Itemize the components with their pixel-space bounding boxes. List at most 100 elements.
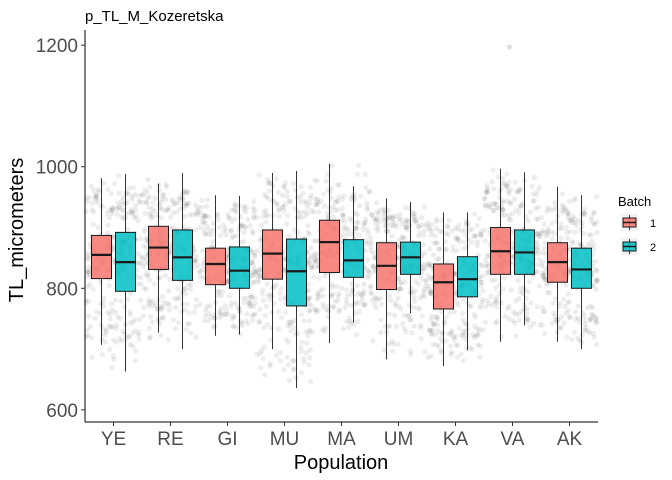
data-point xyxy=(199,197,205,203)
data-point xyxy=(246,301,252,307)
data-point xyxy=(509,240,515,246)
data-point xyxy=(515,189,521,195)
data-point xyxy=(146,211,152,217)
data-point xyxy=(454,299,460,305)
data-point xyxy=(339,211,345,218)
legend-title: Batch xyxy=(618,194,651,209)
data-point xyxy=(275,326,281,332)
data-point xyxy=(462,320,468,326)
data-point xyxy=(129,197,135,203)
data-point xyxy=(557,225,563,231)
data-point xyxy=(573,195,579,202)
data-point xyxy=(516,188,523,194)
data-point xyxy=(315,196,321,202)
data-point xyxy=(440,330,446,336)
data-point xyxy=(545,225,551,232)
data-point xyxy=(580,310,586,316)
data-point xyxy=(508,187,514,193)
data-point xyxy=(116,190,122,196)
data-point xyxy=(448,330,455,336)
data-point xyxy=(434,240,440,246)
data-point xyxy=(474,326,480,332)
data-point xyxy=(418,336,424,342)
data-point xyxy=(579,332,585,338)
data-point xyxy=(354,212,360,218)
data-point xyxy=(517,202,524,208)
data-point xyxy=(540,305,546,311)
data-point xyxy=(472,233,478,239)
data-point xyxy=(453,342,459,348)
data-point xyxy=(365,257,371,263)
data-point xyxy=(581,206,588,212)
data-point xyxy=(284,188,290,194)
data-point xyxy=(217,310,223,316)
data-point xyxy=(194,208,201,214)
data-point xyxy=(547,206,553,213)
data-point xyxy=(326,303,332,309)
data-point xyxy=(221,311,227,317)
data-point xyxy=(357,203,363,209)
data-point xyxy=(215,216,221,222)
data-point xyxy=(260,287,266,293)
data-point xyxy=(478,302,484,308)
data-point xyxy=(478,279,485,285)
data-point xyxy=(316,209,322,215)
data-point xyxy=(162,272,168,279)
data-point xyxy=(332,207,338,213)
data-point xyxy=(99,337,105,343)
data-point xyxy=(216,224,222,230)
data-point xyxy=(137,259,143,266)
data-point xyxy=(534,304,541,310)
data-point xyxy=(593,267,599,273)
data-point xyxy=(502,313,508,319)
data-point xyxy=(127,210,133,216)
data-point xyxy=(407,317,413,323)
data-point xyxy=(165,337,171,343)
y-tick-label: 800 xyxy=(46,279,78,300)
data-point xyxy=(489,277,495,283)
data-point xyxy=(392,300,398,306)
data-point xyxy=(207,227,213,233)
data-point xyxy=(342,218,348,224)
data-point xyxy=(477,354,483,360)
data-point xyxy=(361,302,367,309)
data-point xyxy=(202,313,209,319)
data-point xyxy=(184,301,190,307)
data-point xyxy=(469,346,475,352)
data-point xyxy=(341,326,347,332)
data-point xyxy=(502,212,508,218)
data-point xyxy=(286,319,292,325)
data-point xyxy=(197,269,203,275)
data-point xyxy=(403,218,409,224)
data-point xyxy=(544,208,550,214)
data-point xyxy=(552,313,558,319)
data-point xyxy=(385,216,391,222)
data-point xyxy=(349,288,356,294)
data-point xyxy=(360,301,366,307)
data-point xyxy=(478,283,484,289)
data-point xyxy=(130,210,136,216)
data-point xyxy=(267,297,273,303)
data-point xyxy=(529,183,535,189)
data-point xyxy=(223,311,229,317)
data-point xyxy=(214,211,220,217)
data-point xyxy=(95,197,101,203)
data-point xyxy=(243,318,249,324)
data-point xyxy=(594,267,600,274)
data-point xyxy=(404,224,410,230)
data-point xyxy=(203,213,209,219)
data-point xyxy=(237,318,244,324)
data-point xyxy=(506,304,512,310)
data-point xyxy=(535,251,541,257)
data-point xyxy=(455,342,461,349)
data-point xyxy=(426,263,432,269)
data-point xyxy=(581,313,587,319)
data-point xyxy=(341,193,347,199)
outlier-point xyxy=(506,44,513,50)
data-point xyxy=(370,250,376,256)
data-point xyxy=(324,211,330,217)
data-point xyxy=(590,331,596,337)
data-point xyxy=(158,206,164,212)
data-point xyxy=(566,198,573,204)
data-point xyxy=(138,281,144,287)
